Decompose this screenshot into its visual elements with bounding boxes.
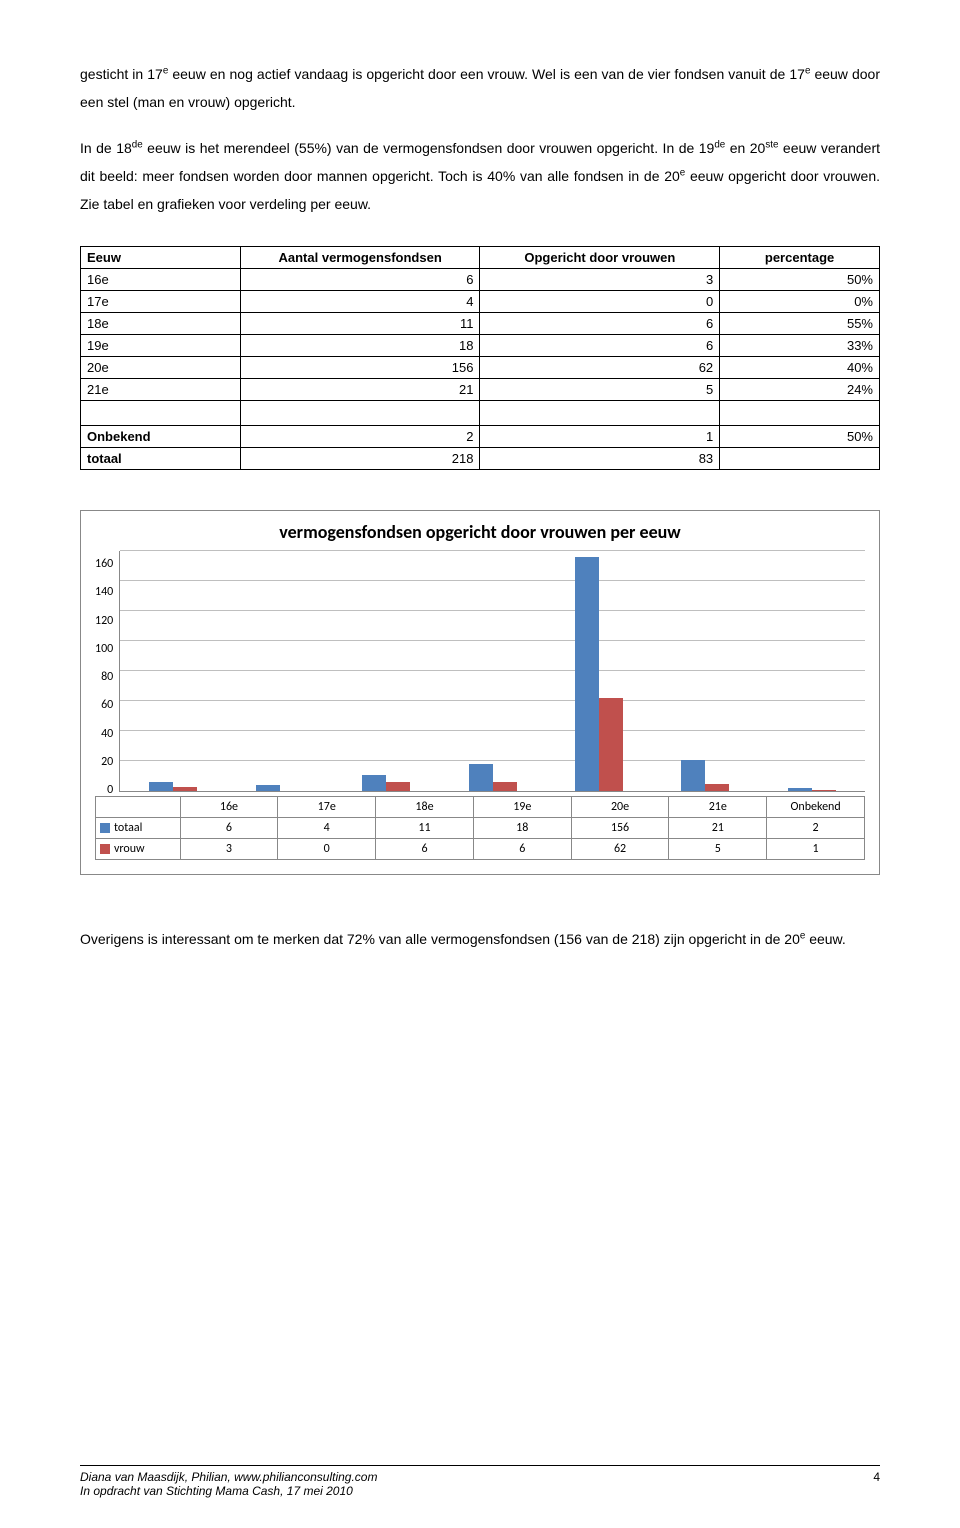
table-header: Eeuw — [81, 247, 241, 269]
chart-bar — [386, 782, 410, 791]
chart-bar — [149, 782, 173, 791]
legend-swatch — [100, 823, 110, 833]
table-row: 17e400% — [81, 291, 880, 313]
chart-bar — [705, 784, 729, 792]
footer-sub: In opdracht van Stichting Mama Cash, 17 … — [80, 1484, 353, 1498]
chart-bar-group — [759, 551, 865, 791]
chart-bar — [575, 557, 599, 791]
chart-bar — [493, 782, 517, 791]
chart-x-label: 21e — [669, 797, 767, 818]
chart-bar — [788, 788, 812, 791]
chart-bar-group — [439, 551, 545, 791]
chart-x-label: 17e — [278, 797, 376, 818]
chart-legend-row: vrouw30666251 — [96, 839, 865, 860]
paragraph-1: gesticht in 17e eeuw en nog actief vanda… — [80, 60, 880, 116]
page-footer: Diana van Maasdijk, Philian, www.philian… — [80, 1465, 880, 1498]
table-header: Aantal vermogensfondsen — [240, 247, 480, 269]
data-table: EeuwAantal vermogensfondsenOpgericht doo… — [80, 246, 880, 470]
table-header: Opgericht door vrouwen — [480, 247, 720, 269]
chart-bar — [362, 775, 386, 792]
chart-x-label: 18e — [376, 797, 474, 818]
chart-bar — [812, 790, 836, 792]
paragraph-2: In de 18de eeuw is het merendeel (55%) v… — [80, 134, 880, 218]
table-row: 21e21524% — [81, 379, 880, 401]
table-row: 19e18633% — [81, 335, 880, 357]
chart-bar — [681, 760, 705, 792]
table-row: 16e6350% — [81, 269, 880, 291]
chart-bar — [599, 698, 623, 791]
chart-legend-row: totaal641118156212 — [96, 818, 865, 839]
paragraph-3: Overigens is interessant om te merken da… — [80, 925, 880, 953]
chart-y-axis: 160140120100806040200 — [95, 551, 119, 791]
table-row: Onbekend2150% — [81, 426, 880, 448]
chart-plot — [119, 551, 865, 792]
chart-x-label: Onbekend — [767, 797, 865, 818]
legend-swatch — [100, 844, 110, 854]
table-header: percentage — [720, 247, 880, 269]
table-row: 20e1566240% — [81, 357, 880, 379]
chart-x-label: 20e — [571, 797, 669, 818]
chart-title: vermogensfondsen opgericht door vrouwen … — [95, 521, 865, 543]
chart-area: 160140120100806040200 — [95, 551, 865, 792]
chart-x-label: 16e — [180, 797, 278, 818]
chart-bar — [256, 785, 280, 791]
footer-author: Diana van Maasdijk, Philian, www.philian… — [80, 1470, 377, 1484]
chart-x-label: 19e — [473, 797, 571, 818]
table-row: 18e11655% — [81, 313, 880, 335]
chart-legend-table: 16e17e18e19e20e21eOnbekendtotaal64111815… — [95, 796, 865, 860]
footer-page-number: 4 — [873, 1470, 880, 1498]
chart-bar-group — [546, 551, 652, 791]
chart-bar — [469, 764, 493, 791]
chart-bar-group — [333, 551, 439, 791]
chart-bar-group — [652, 551, 758, 791]
chart-bar-group — [227, 551, 333, 791]
chart-container: vermogensfondsen opgericht door vrouwen … — [80, 510, 880, 875]
chart-bar-group — [120, 551, 226, 791]
chart-bar — [173, 787, 197, 792]
table-row: totaal21883 — [81, 448, 880, 470]
